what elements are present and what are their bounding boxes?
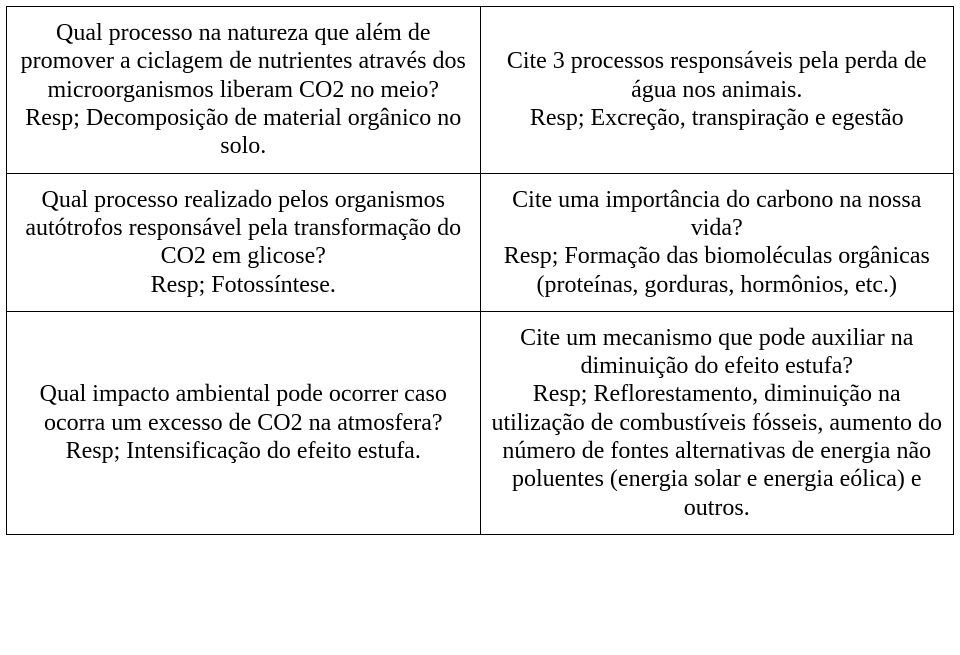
answer-text: Resp; Reflorestamento, diminuição na uti…	[491, 380, 944, 522]
question-text: Qual processo na natureza que além de pr…	[17, 19, 470, 104]
cell-r1-right: Cite uma importância do carbono na nossa…	[480, 173, 954, 311]
qa-table: Qual processo na natureza que além de pr…	[6, 6, 954, 535]
question-text: Cite um mecanismo que pode auxiliar na d…	[491, 324, 944, 381]
question-text: Cite 3 processos responsáveis pela perda…	[491, 47, 944, 104]
question-text: Cite uma importância do carbono na nossa…	[491, 186, 944, 243]
cell-r1-left: Qual processo realizado pelos organismos…	[7, 173, 481, 311]
answer-text: Resp; Formação das biomoléculas orgânica…	[491, 242, 944, 299]
answer-text: Resp; Decomposição de material orgânico …	[17, 104, 470, 161]
cell-r2-right: Cite um mecanismo que pode auxiliar na d…	[480, 311, 954, 534]
answer-text: Resp; Fotossíntese.	[17, 271, 470, 299]
answer-text: Resp; Excreção, transpiração e egestão	[491, 104, 944, 132]
cell-r2-left: Qual impacto ambiental pode ocorrer caso…	[7, 311, 481, 534]
table-row: Qual processo realizado pelos organismos…	[7, 173, 954, 311]
cell-r0-left: Qual processo na natureza que além de pr…	[7, 7, 481, 174]
table-row: Qual processo na natureza que além de pr…	[7, 7, 954, 174]
answer-text: Resp; Intensificação do efeito estufa.	[17, 437, 470, 465]
table-row: Qual impacto ambiental pode ocorrer caso…	[7, 311, 954, 534]
question-text: Qual impacto ambiental pode ocorrer caso…	[17, 380, 470, 437]
question-text: Qual processo realizado pelos organismos…	[17, 186, 470, 271]
cell-r0-right: Cite 3 processos responsáveis pela perda…	[480, 7, 954, 174]
